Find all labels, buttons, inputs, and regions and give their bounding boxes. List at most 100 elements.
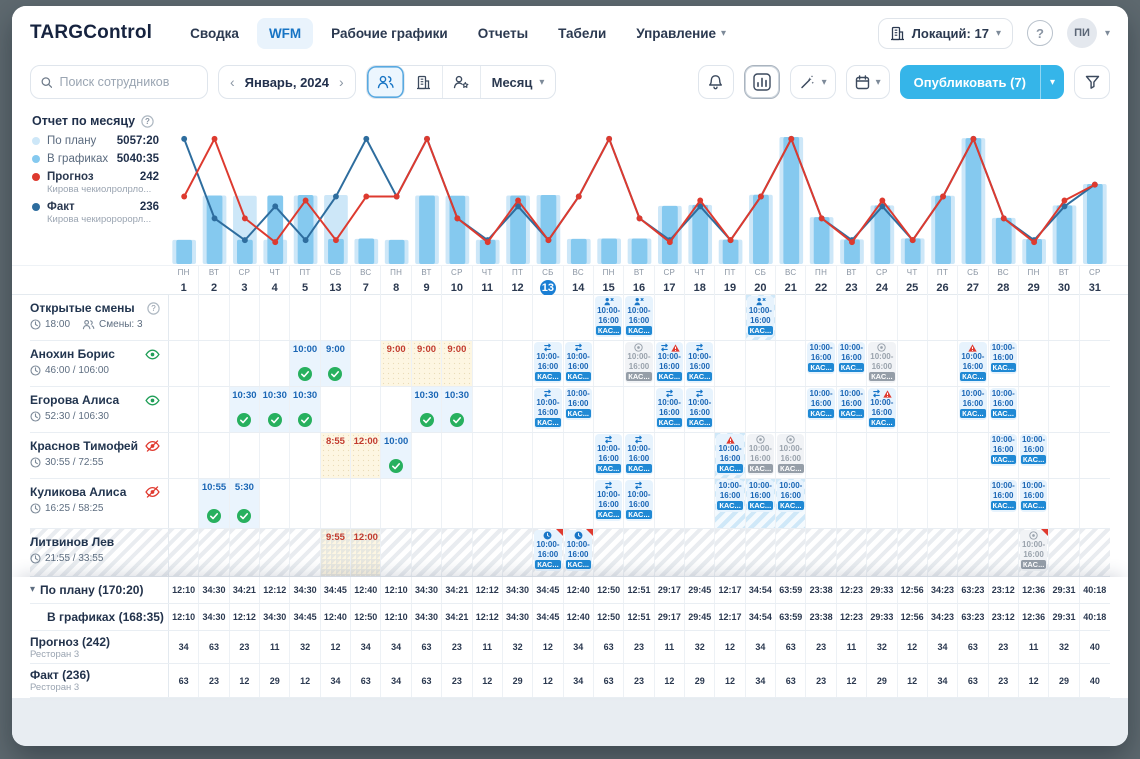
employee-header[interactable]: Краснов Тимофей 30:55 / 72:55	[30, 433, 169, 478]
day-cell[interactable]	[381, 387, 412, 432]
nav-schedules[interactable]: Рабочие графики	[331, 25, 448, 41]
day-column-header[interactable]: СР 10	[442, 266, 473, 296]
employee-search[interactable]	[30, 65, 208, 99]
day-cell[interactable]	[715, 295, 746, 340]
day-cell[interactable]: 10:00- 16:00 КАС...	[533, 341, 564, 386]
day-cell[interactable]: 10:00- 16:00 КАС...	[563, 529, 594, 576]
day-cell[interactable]	[260, 433, 291, 478]
day-cell[interactable]: 5:30	[229, 479, 261, 528]
user-menu-chevron-icon[interactable]: ▾	[1104, 27, 1110, 39]
employee-header[interactable]: Егорова Алиса 52:30 / 106:30	[30, 387, 169, 432]
shift-chip[interactable]: 10:00- 16:00 КАС...	[837, 342, 866, 374]
day-cell[interactable]: 10:00- 16:00 КАС...	[989, 341, 1019, 386]
day-cell[interactable]	[230, 433, 261, 478]
day-cell[interactable]	[837, 479, 868, 528]
day-cell[interactable]	[260, 479, 291, 528]
day-cell[interactable]: 10:00- 16:00 КАС...	[594, 295, 625, 340]
day-cell[interactable]	[655, 295, 686, 340]
day-column-header[interactable]: ВТ 16	[624, 266, 655, 296]
day-cell[interactable]	[290, 479, 321, 528]
day-cell[interactable]	[897, 529, 928, 576]
locations-selector[interactable]: Локаций: 17 ▾	[877, 17, 1013, 49]
day-cell[interactable]: 10:00- 16:00 КАС...	[837, 341, 868, 386]
day-cell[interactable]	[836, 529, 868, 576]
day-cell[interactable]	[503, 479, 534, 528]
day-cell[interactable]	[776, 295, 807, 340]
day-cell[interactable]	[776, 341, 807, 386]
day-cell[interactable]: 9:00	[381, 341, 412, 386]
day-cell[interactable]	[381, 479, 412, 528]
day-cell[interactable]	[290, 295, 321, 340]
notifications-button[interactable]	[697, 65, 734, 99]
day-cell[interactable]: 10:00- 16:00 КАС...	[594, 479, 625, 528]
day-cell[interactable]: 10:00- 16:00 КАС...	[564, 387, 594, 432]
day-cell[interactable]: 10:00- 16:00 КАС...	[806, 387, 837, 432]
day-cell[interactable]: 10:00- 16:00 КАС...	[806, 341, 837, 386]
shift-chip[interactable]: 10:00- 16:00 КАС...	[625, 434, 653, 475]
shift-chip[interactable]: 10:00- 16:00 КАС...	[746, 434, 775, 475]
shift-chip[interactable]: 10:00- 16:00 КАС...	[959, 388, 987, 420]
day-cell[interactable]	[533, 479, 564, 528]
shift-chip[interactable]: 10:00- 16:00 КАС...	[746, 480, 775, 512]
shift-chip[interactable]: 10:00- 16:00 КАС...	[989, 388, 1017, 420]
day-cell[interactable]	[928, 479, 959, 528]
day-cell[interactable]: 10:00- 16:00 КАС...	[837, 387, 868, 432]
day-cell[interactable]	[533, 433, 564, 478]
day-cell[interactable]	[473, 479, 503, 528]
day-cell[interactable]: 10:00- 16:00 КАС...	[776, 479, 807, 528]
day-cell[interactable]	[898, 479, 928, 528]
day-cell[interactable]	[715, 341, 746, 386]
day-cell[interactable]: 10:00- 16:00 КАС...	[624, 295, 655, 340]
day-cell[interactable]: 10:00- 16:00 КАС...	[745, 295, 777, 340]
day-cell[interactable]: 10:00- 16:00 КАС...	[989, 387, 1019, 432]
day-cell[interactable]: 10:00- 16:00 КАС...	[1018, 529, 1050, 576]
day-cell[interactable]	[806, 295, 837, 340]
day-cell[interactable]	[806, 479, 837, 528]
day-cell[interactable]	[958, 529, 989, 576]
hidden-eye-icon[interactable]	[145, 440, 160, 452]
day-cell[interactable]	[229, 529, 261, 576]
day-cell[interactable]	[685, 433, 716, 478]
day-cell[interactable]: 10:55	[199, 479, 230, 528]
day-cell[interactable]	[411, 529, 443, 576]
day-cell[interactable]	[412, 295, 443, 340]
day-column-header[interactable]: ВТ 30	[1049, 266, 1080, 296]
shift-chip[interactable]: 10:00- 16:00 КАС...	[594, 296, 623, 337]
day-cell[interactable]: 10:00- 16:00 КАС...	[655, 387, 686, 432]
day-cell[interactable]: 10:00- 16:00 КАС...	[655, 341, 686, 386]
shift-chip[interactable]: 10:00- 16:00 КАС...	[686, 342, 714, 383]
shift-chip[interactable]: 10:00- 16:00 КАС...	[1019, 480, 1048, 512]
day-cell[interactable]	[260, 295, 291, 340]
day-cell[interactable]	[1079, 529, 1110, 576]
employee-header[interactable]: Литвинов Лев 21:55 / 33:55	[30, 529, 169, 576]
day-cell[interactable]	[412, 479, 443, 528]
day-cell[interactable]	[927, 529, 959, 576]
day-cell[interactable]	[381, 295, 412, 340]
day-cell[interactable]	[1049, 479, 1080, 528]
day-cell[interactable]: 10:00- 16:00 КАС...	[564, 341, 594, 386]
day-cell[interactable]	[746, 387, 777, 432]
next-month-button[interactable]: ›	[339, 74, 344, 90]
day-cell[interactable]	[1019, 295, 1050, 340]
filter-button[interactable]	[1074, 65, 1110, 99]
day-cell[interactable]	[989, 295, 1019, 340]
day-column-header[interactable]: ПН 15	[594, 266, 625, 296]
day-cell[interactable]	[564, 479, 594, 528]
day-cell[interactable]	[1049, 341, 1080, 386]
day-cell[interactable]	[169, 295, 200, 340]
day-column-header[interactable]: ВС 28	[989, 266, 1019, 296]
day-cell[interactable]: 10:30	[260, 387, 291, 432]
day-column-header[interactable]: ВТ 2	[199, 266, 230, 296]
day-cell[interactable]	[473, 433, 503, 478]
day-cell[interactable]: 10:00- 16:00 КАС...	[989, 433, 1019, 478]
shift-chip[interactable]: 10:00- 16:00 КАС...	[716, 434, 744, 475]
day-column-header[interactable]: ЧТ 25	[898, 266, 928, 296]
day-cell[interactable]	[473, 341, 503, 386]
nav-reports[interactable]: Отчеты	[477, 25, 529, 41]
shift-chip[interactable]: 10:00- 16:00 КАС...	[686, 388, 714, 429]
day-cell[interactable]	[928, 387, 959, 432]
day-cell[interactable]	[1049, 295, 1080, 340]
visible-eye-icon[interactable]	[145, 395, 160, 406]
day-cell[interactable]: 10:00	[290, 341, 321, 386]
day-column-header[interactable]: СР 17	[655, 266, 686, 296]
